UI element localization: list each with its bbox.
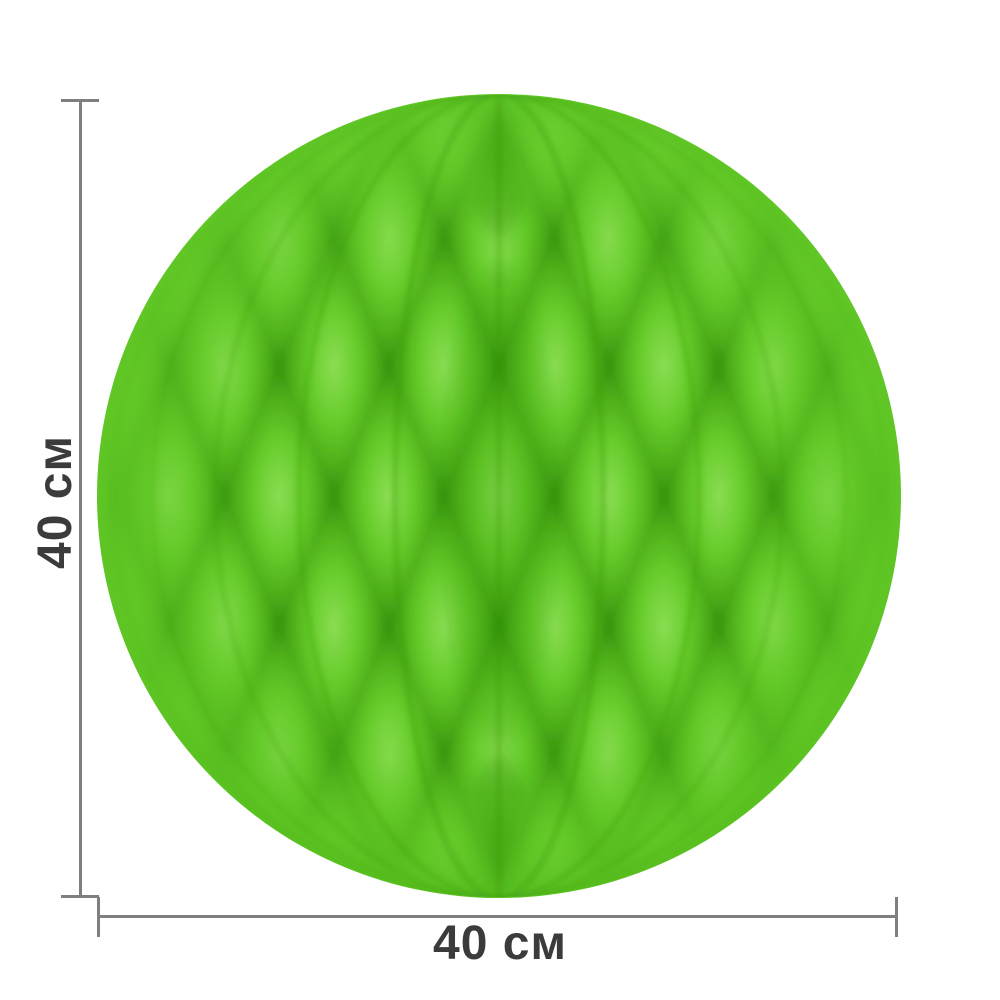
height-dimension-label: 40 см <box>29 435 82 569</box>
height-dimension-cap-top <box>61 99 99 102</box>
width-dimension-label: 40 см <box>433 917 567 970</box>
height-dimension-cap-bottom <box>61 895 99 898</box>
width-dimension-line <box>99 915 897 918</box>
width-dimension-cap-right <box>895 897 898 937</box>
width-dimension-cap-left <box>97 897 100 937</box>
height-dimension-line <box>79 100 82 897</box>
pole-pleat-shadows <box>444 96 554 897</box>
gore-creases <box>111 95 887 897</box>
